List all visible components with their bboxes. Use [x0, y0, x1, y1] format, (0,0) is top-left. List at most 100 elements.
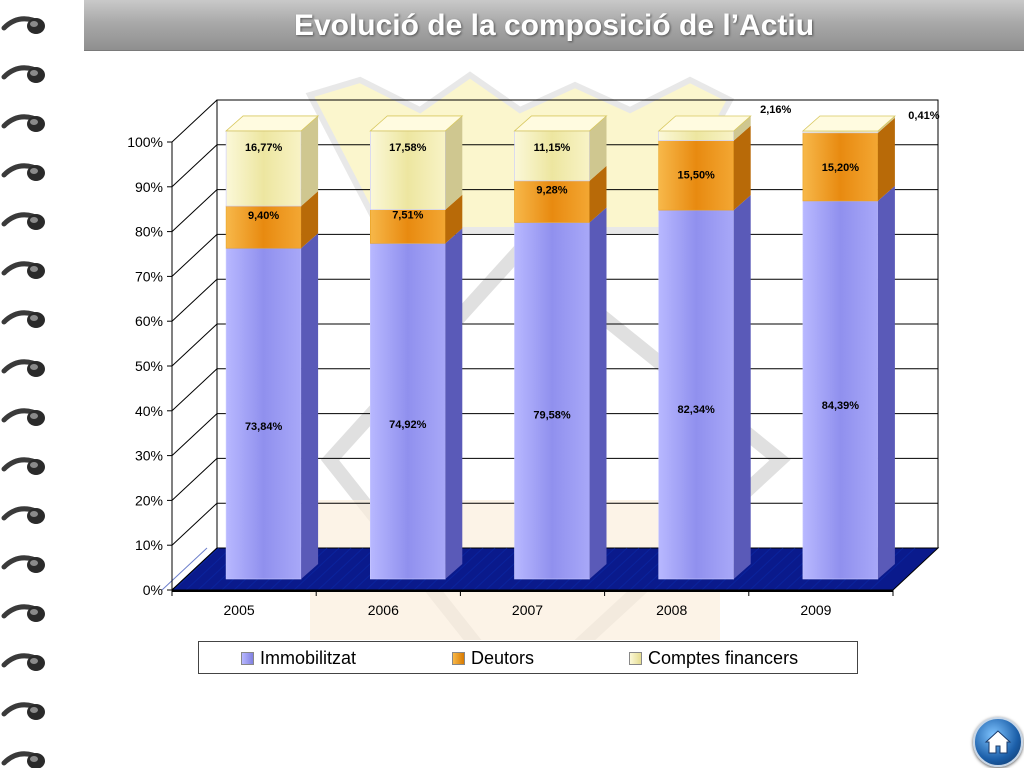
data-label: 7,51% — [392, 210, 423, 222]
floor-hatch — [437, 547, 484, 591]
data-label: 79,58% — [533, 410, 571, 422]
bar-top — [369, 115, 464, 132]
floor-hatch — [293, 547, 340, 591]
data-label: 15,20% — [822, 162, 860, 174]
y-tick-label: 10% — [135, 537, 163, 553]
y-tick-label: 40% — [135, 403, 163, 419]
side-gridline — [171, 99, 218, 143]
floor-hatch — [473, 547, 520, 591]
bar-segment-side — [877, 117, 895, 201]
bar-segment-side — [301, 191, 319, 249]
x-tick-label: 2009 — [800, 602, 831, 618]
bar-segment-front — [514, 130, 590, 182]
chart-axes: 0% 10% 20% 30% 40% 50% 60% 70% 80% 90% 100% 2005 200… — [127, 134, 894, 618]
slide-title: Evolució de la composició de l’Actiu — [293, 9, 815, 42]
data-label: 73,84% — [245, 421, 283, 433]
bar-segment-side — [589, 207, 607, 579]
floor-hatch — [581, 547, 628, 591]
data-label: 0,41% — [908, 110, 939, 122]
floor-hatch — [185, 547, 232, 591]
data-label: 9,40% — [248, 210, 279, 222]
side-gridline — [171, 502, 218, 546]
binding-highlight — [30, 609, 38, 615]
bar-segment-side — [589, 115, 607, 181]
floor-hatch — [617, 547, 664, 591]
y-tick-label: 60% — [135, 313, 163, 329]
floor-hatch — [593, 547, 640, 591]
bar-segment-front — [658, 130, 735, 141]
y-tick-label: 100% — [127, 134, 163, 150]
chart-bars — [225, 115, 896, 580]
side-gridline — [171, 323, 218, 367]
home-button[interactable] — [973, 717, 1023, 767]
y-tick-label: 20% — [135, 492, 163, 508]
home-icon — [984, 730, 1012, 754]
side-gridline — [171, 234, 218, 277]
bar-segment-side — [733, 195, 751, 579]
bar-segment-side — [301, 115, 319, 207]
floor-hatch — [317, 547, 364, 591]
data-label: 15,50% — [678, 170, 716, 182]
binding-highlight — [30, 756, 38, 762]
legend-swatch — [241, 652, 254, 665]
floor-hatch — [869, 547, 916, 591]
side-gridline — [171, 368, 218, 412]
binding-highlight — [30, 315, 38, 321]
side-gridline — [171, 413, 218, 456]
data-label: 16,77% — [245, 142, 283, 154]
floor-hatch — [725, 547, 772, 591]
floor-hatch — [737, 547, 784, 591]
side-gridline — [171, 144, 218, 188]
side-gridline — [171, 458, 218, 501]
bar-segment-front — [225, 247, 302, 580]
y-tick-label: 80% — [135, 224, 163, 240]
x-tick-label: 2008 — [656, 602, 687, 618]
side-gridline — [171, 278, 218, 322]
legend-item-deutors: Deutors — [452, 648, 534, 669]
chart-labels: 73,84% 9,40% 16,77% 74,92% 7,51% 17,58% 79,58%… — [245, 104, 940, 433]
y-tick-label: 50% — [135, 358, 163, 374]
binding-highlight — [30, 658, 38, 664]
bar-segment-side — [733, 125, 751, 211]
binding-highlight — [30, 266, 38, 272]
binding-highlight — [30, 560, 38, 566]
legend-item-immobilitzat: Immobilitzat — [241, 648, 356, 669]
stacked-bar-chart: 73,84% 9,40% 16,77% 74,92% 7,51% 17,58% 79,58%… — [127, 71, 940, 640]
floor-hatch — [173, 547, 220, 591]
floor-hatch — [749, 547, 796, 591]
bar-top — [513, 115, 608, 132]
bar-segment-side — [445, 115, 463, 210]
y-tick-label: 70% — [135, 268, 163, 284]
bar-segment-side — [301, 233, 319, 580]
bar-top — [657, 115, 752, 132]
y-tick-label: 30% — [135, 448, 163, 464]
y-tick-label: 90% — [135, 179, 163, 195]
title-bar: Evolució de la composició de l’Actiu — [84, 0, 1024, 51]
bar-segment-front — [802, 200, 879, 580]
floor-hatch — [605, 547, 652, 591]
bar-segment-side — [877, 185, 895, 579]
binding-highlight — [30, 364, 38, 370]
binding-highlight — [30, 413, 38, 419]
binding-highlight — [30, 70, 38, 76]
bar-segment-side — [733, 116, 751, 141]
spiral-binding — [1, 16, 45, 768]
bar-segment-side — [589, 165, 607, 223]
floor-hatch — [305, 547, 352, 591]
data-label: 17,58% — [389, 142, 427, 154]
side-gridline — [171, 189, 218, 232]
legend-label: Comptes financers — [648, 648, 799, 668]
data-label: 11,15% — [534, 142, 571, 154]
binding-highlight — [30, 168, 38, 174]
floor-hatch — [461, 547, 508, 591]
bar-top — [801, 115, 896, 132]
binding-highlight — [30, 462, 38, 468]
data-label: 9,28% — [536, 185, 567, 197]
bar-segment-front — [658, 209, 735, 580]
x-tick-label: 2006 — [368, 602, 399, 618]
legend-label: Deutors — [471, 648, 535, 668]
floor-hatch — [761, 547, 808, 591]
binding-highlight — [30, 511, 38, 517]
bar-segment-side — [445, 194, 463, 244]
binding-highlight — [30, 707, 38, 713]
